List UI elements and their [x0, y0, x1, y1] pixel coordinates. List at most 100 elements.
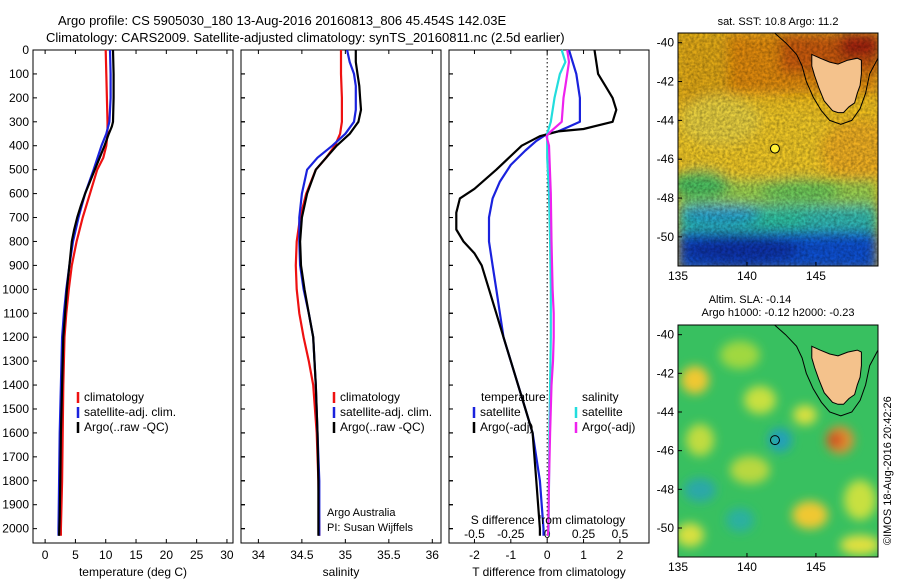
- temperature-xlabel: temperature (deg C): [79, 565, 187, 579]
- temperature-lines: [57, 49, 115, 536]
- series-line: [545, 49, 571, 536]
- legend-label: Argo(-adj): [582, 420, 635, 434]
- y-tick-label: 1700: [2, 450, 29, 464]
- lat-tick-label: -42: [657, 75, 675, 89]
- legend-label: Argo(..raw -QC): [340, 420, 425, 434]
- x-tick-label: 35: [339, 548, 353, 562]
- x-tick-label: 15: [129, 548, 143, 562]
- y-tick-label: 1000: [2, 282, 29, 296]
- header-line2: Climatology: CARS2009. Satellite-adjuste…: [46, 30, 565, 45]
- lat-tick-label: -48: [657, 191, 675, 205]
- x-tick-label: 5: [72, 548, 79, 562]
- series-line: [58, 49, 115, 536]
- series-line: [299, 50, 363, 536]
- y-tick-label: 700: [9, 211, 29, 225]
- x-tick-label: 34: [252, 548, 266, 562]
- x-tick-label: 36: [426, 548, 440, 562]
- lon-tick-label: 145: [806, 560, 826, 574]
- difference-lines: [455, 49, 618, 536]
- depth-ticks: 0 100 200 300 400 500 600 700 800 900 1000 1100 1200…: [2, 43, 29, 536]
- difference-legend: temperature salinitysatelliteArgo(-adj)sa…: [472, 390, 635, 434]
- lat-tick-label: -50: [657, 230, 675, 244]
- lon-tick-label: 135: [668, 269, 688, 283]
- t-diff-ticks: -2 -1 0 1 2: [449, 49, 624, 562]
- difference-panel: -2 -1 0 1 2 -0.5 -0.25 0 0.25 0.5 temperature sal…: [448, 49, 650, 579]
- temperature-axes-box: [32, 49, 234, 544]
- sst-map: sat. SST: 10.8 Argo: 11.2: [657, 16, 879, 283]
- s-diff-ticks: -0.5 -0.25 0 0.25 0.5: [464, 527, 628, 541]
- sla-map-title2: Argo h1000: -0.12 h2000: -0.23: [702, 307, 855, 319]
- series-line: [59, 49, 109, 536]
- y-tick-label: 1600: [2, 426, 29, 440]
- x-tick-label: 1: [580, 548, 587, 562]
- lat-tick-label: -44: [657, 113, 675, 127]
- salinity-lines: [294, 49, 363, 536]
- y-tick-label: 0: [22, 43, 29, 57]
- sst-map-title: sat. SST: 10.8 Argo: 11.2: [718, 16, 839, 28]
- x-tick-label: 0: [544, 548, 551, 562]
- x-tick-label: 10: [99, 548, 113, 562]
- y-tick-label: 1300: [2, 354, 29, 368]
- legend-label: satellite-adj. clim.: [84, 405, 176, 419]
- y-tick-label: 100: [9, 67, 29, 81]
- legend-label: climatology: [84, 390, 144, 404]
- lat-tick-label: -46: [657, 152, 675, 166]
- x-tick-label: 34.5: [290, 548, 314, 562]
- legend-label: satellite-adj. clim.: [340, 405, 432, 419]
- x-tick-label: 30: [220, 548, 234, 562]
- y-tick-label: 300: [9, 115, 29, 129]
- temperature-panel: 0100200300400500600700800900100011001200…: [2, 43, 234, 579]
- imos-credit: ©IMOS 18-Aug-2016 20:42:26: [882, 396, 894, 545]
- legend-label: satellite: [480, 405, 521, 419]
- lat-tick-label: -44: [657, 405, 675, 419]
- difference-axes-box: [448, 49, 650, 544]
- s-diff-tick-label: -0.25: [497, 527, 525, 541]
- x-tick-label: -2: [469, 548, 480, 562]
- salinity-xlabel: salinity: [323, 565, 360, 579]
- s-diff-tick-label: 0.25: [572, 527, 596, 541]
- legend-heading: temperature: [481, 390, 546, 404]
- x-tick-label: -1: [505, 548, 516, 562]
- y-tick-label: 2000: [2, 522, 29, 536]
- y-tick-label: 600: [9, 187, 29, 201]
- credit-argo-australia: Argo Australia: [327, 507, 396, 519]
- lat-tick-label: -50: [657, 521, 675, 535]
- x-tick-label: 20: [160, 548, 174, 562]
- sla-map-ticks: 135 140 145 -40 -42 -44 -46 -48 -50: [657, 328, 827, 574]
- shelf-contour: [774, 325, 878, 417]
- lon-tick-label: 140: [737, 560, 757, 574]
- tasmania-land: [811, 345, 862, 405]
- y-tick-label: 900: [9, 258, 29, 272]
- y-tick-label: 1200: [2, 330, 29, 344]
- lon-tick-label: 140: [737, 269, 757, 283]
- lon-tick-label: 135: [668, 560, 688, 574]
- salinity-ticks: 34 34.5 35 35.5 36: [241, 49, 440, 562]
- y-tick-label: 500: [9, 163, 29, 177]
- x-tick-label: 2: [617, 548, 624, 562]
- lat-tick-label: -40: [657, 328, 675, 342]
- lat-tick-label: -42: [657, 366, 675, 380]
- legend-label: Argo(-adj): [480, 420, 533, 434]
- shelf-contour: [774, 33, 878, 125]
- legend-label: satellite: [582, 405, 623, 419]
- y-tick-label: 800: [9, 234, 29, 248]
- x-tick-label: 25: [190, 548, 204, 562]
- s-diff-tick-label: -0.5: [464, 527, 485, 541]
- series-line: [57, 49, 112, 536]
- legend-heading: salinity: [582, 390, 619, 404]
- header-line1: Argo profile: CS 5905030_180 13-Aug-2016…: [58, 13, 506, 28]
- lat-tick-label: -48: [657, 482, 675, 496]
- argo-float-marker: [769, 143, 780, 154]
- y-tick-label: 400: [9, 139, 29, 153]
- series-line: [455, 49, 618, 536]
- series-line: [294, 50, 343, 536]
- lon-tick-label: 145: [806, 269, 826, 283]
- legend-label: Argo(..raw -QC): [84, 420, 169, 434]
- x-tick-label: 0: [42, 548, 49, 562]
- series-line: [298, 49, 357, 536]
- sla-map: Altim. SLA: -0.14 Argo h1000: -0.12 h200…: [657, 294, 879, 574]
- tasmania-land: [811, 53, 862, 114]
